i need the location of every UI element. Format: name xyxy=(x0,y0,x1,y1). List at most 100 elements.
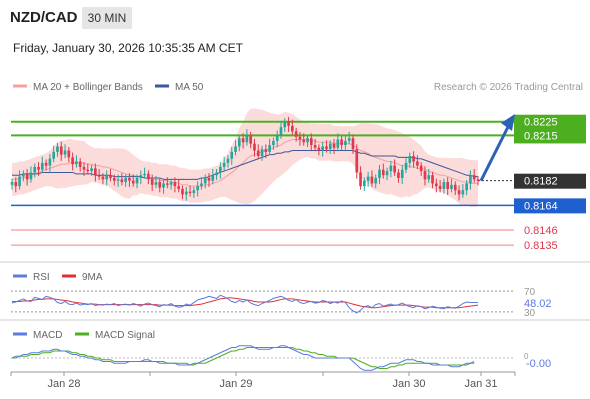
x-axis-label: Jan 29 xyxy=(219,378,252,390)
candle-body xyxy=(147,173,150,180)
candle-body xyxy=(393,165,396,173)
candle-body xyxy=(264,149,268,152)
candle-body xyxy=(298,136,302,140)
macd-zero-tick: 0 xyxy=(524,352,529,361)
candle-body xyxy=(363,180,366,187)
candle-body xyxy=(351,138,355,150)
candle-body xyxy=(22,173,25,177)
candle-body xyxy=(188,191,192,194)
candle-body xyxy=(419,165,423,172)
symbol-title: NZD/CAD xyxy=(10,9,78,26)
candle-body xyxy=(397,172,400,178)
projection-arrow-line xyxy=(479,124,511,182)
candle-body xyxy=(192,190,196,194)
candle-body xyxy=(404,162,408,170)
resistance-box xyxy=(514,128,586,144)
candle-body xyxy=(294,131,298,137)
candle-body xyxy=(465,183,468,191)
candle-body xyxy=(241,138,245,143)
candle-body xyxy=(97,175,101,177)
candle-body xyxy=(14,182,18,187)
candle-body xyxy=(105,175,109,180)
candle-body xyxy=(253,143,256,151)
candle-body xyxy=(25,173,29,180)
candle-body xyxy=(230,151,234,159)
timeframe-badge[interactable]: 30 MIN xyxy=(82,7,132,29)
rsi-tick-label: 30 xyxy=(524,308,536,319)
candle-body xyxy=(203,177,207,184)
resistance-box xyxy=(514,114,586,130)
candle-body xyxy=(10,182,14,185)
candle-body xyxy=(18,176,21,187)
candle-body xyxy=(442,182,446,189)
legend-macd-label: MACD xyxy=(33,330,62,341)
candle-body xyxy=(101,176,105,180)
candle-body xyxy=(283,121,287,128)
candle-body xyxy=(37,166,40,170)
candle-body xyxy=(207,177,211,181)
candle-body xyxy=(52,151,56,159)
candle-body xyxy=(291,125,294,132)
candle-body xyxy=(400,169,404,178)
candle-body xyxy=(287,121,290,126)
x-axis-label: Jan 28 xyxy=(47,378,80,390)
candle-body xyxy=(75,161,78,165)
macd-last-value: -0.00 xyxy=(526,358,551,370)
projection-arrow-head xyxy=(501,113,515,131)
candle-body xyxy=(302,139,306,143)
rsi-last-value: 48.02 xyxy=(524,298,552,310)
candle-body xyxy=(389,165,393,172)
candle-body xyxy=(90,168,93,172)
candle-body xyxy=(139,175,143,178)
candle-body xyxy=(29,172,33,180)
candle-body xyxy=(86,169,90,172)
candle-body xyxy=(143,173,146,176)
candle-body xyxy=(120,179,124,183)
candle-body xyxy=(234,146,237,152)
candle-body xyxy=(219,166,222,173)
candle-body xyxy=(177,186,181,189)
candle-body xyxy=(48,158,52,166)
macd-line xyxy=(11,345,475,371)
candle-body xyxy=(434,183,438,187)
candle-body xyxy=(453,184,457,191)
candle-body xyxy=(82,166,86,170)
x-axis-label: Jan 30 xyxy=(392,378,425,390)
candle-body xyxy=(245,135,249,143)
legend-rsi-ma-label: 9MA xyxy=(82,272,103,283)
candle-body xyxy=(472,175,476,180)
x-axis-label: Jan 31 xyxy=(464,378,497,390)
copyright-text: Research © 2026 Trading Central xyxy=(434,82,583,93)
rsi-tick-label: 70 xyxy=(524,287,536,298)
ma20-line xyxy=(12,139,478,187)
candle-body xyxy=(71,157,74,165)
candle-body xyxy=(44,162,48,166)
candle-body xyxy=(124,177,127,183)
resistance-label: 0.8225 xyxy=(524,117,558,129)
candle-body xyxy=(131,180,135,184)
candle-body xyxy=(427,175,431,180)
candle-body xyxy=(416,161,419,166)
candle-body xyxy=(200,183,203,187)
candle-body xyxy=(222,162,226,167)
candle-body xyxy=(272,140,275,146)
candle-body xyxy=(438,186,442,189)
candle-body xyxy=(408,156,412,163)
candle-body xyxy=(469,175,472,184)
candle-body xyxy=(211,175,215,181)
candle-body xyxy=(344,140,347,146)
candle-body xyxy=(184,191,188,195)
candle-body xyxy=(461,190,465,195)
candle-body xyxy=(457,190,461,195)
candle-body xyxy=(162,183,165,188)
candle-body xyxy=(366,176,370,181)
candle-body xyxy=(374,177,378,184)
candle-body xyxy=(306,138,309,143)
candle-body xyxy=(154,182,158,185)
candle-body xyxy=(431,175,434,184)
candle-body xyxy=(33,166,37,173)
candle-body xyxy=(150,179,154,185)
candle-body xyxy=(169,182,173,185)
candle-body xyxy=(476,179,480,181)
